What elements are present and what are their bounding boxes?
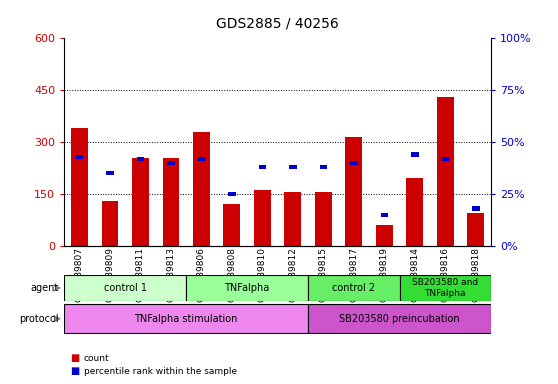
Bar bbox=[381, 213, 388, 217]
Bar bbox=[376, 225, 393, 246]
Bar bbox=[315, 192, 331, 246]
Bar bbox=[308, 275, 400, 301]
Text: protocol: protocol bbox=[19, 314, 59, 324]
Bar bbox=[64, 304, 308, 333]
Bar bbox=[137, 157, 144, 161]
Bar bbox=[102, 201, 118, 246]
Bar bbox=[285, 192, 301, 246]
Text: percentile rank within the sample: percentile rank within the sample bbox=[84, 367, 237, 376]
Bar bbox=[162, 158, 179, 246]
Bar bbox=[198, 157, 205, 161]
Bar bbox=[71, 128, 88, 246]
Bar bbox=[258, 165, 266, 169]
Bar bbox=[289, 165, 297, 169]
Text: TNFalpha stimulation: TNFalpha stimulation bbox=[134, 314, 238, 324]
Bar bbox=[75, 154, 83, 159]
Bar bbox=[437, 97, 454, 246]
Text: agent: agent bbox=[30, 283, 59, 293]
Text: ■: ■ bbox=[70, 366, 79, 376]
Text: SB203580 preincubation: SB203580 preincubation bbox=[339, 314, 460, 324]
Bar bbox=[254, 190, 271, 246]
Bar bbox=[320, 165, 327, 169]
Bar bbox=[400, 275, 491, 301]
Text: control 2: control 2 bbox=[332, 283, 376, 293]
Bar bbox=[193, 132, 210, 246]
Bar bbox=[228, 192, 235, 196]
Text: count: count bbox=[84, 354, 109, 363]
Bar bbox=[167, 161, 175, 165]
Bar bbox=[411, 152, 418, 157]
Text: TNFalpha: TNFalpha bbox=[224, 283, 270, 293]
Text: SB203580 and
TNFalpha: SB203580 and TNFalpha bbox=[412, 278, 478, 298]
Bar bbox=[345, 137, 362, 246]
Text: GDS2885 / 40256: GDS2885 / 40256 bbox=[217, 17, 339, 31]
Bar bbox=[64, 275, 186, 301]
Bar bbox=[186, 275, 308, 301]
Bar bbox=[468, 213, 484, 246]
Bar bbox=[224, 204, 240, 246]
Bar bbox=[308, 304, 491, 333]
Text: control 1: control 1 bbox=[104, 283, 147, 293]
Text: ■: ■ bbox=[70, 353, 79, 363]
Bar bbox=[132, 158, 149, 246]
Bar bbox=[106, 171, 114, 175]
Bar bbox=[350, 161, 358, 165]
Bar bbox=[472, 206, 480, 210]
Bar bbox=[441, 157, 449, 161]
Bar bbox=[406, 178, 423, 246]
